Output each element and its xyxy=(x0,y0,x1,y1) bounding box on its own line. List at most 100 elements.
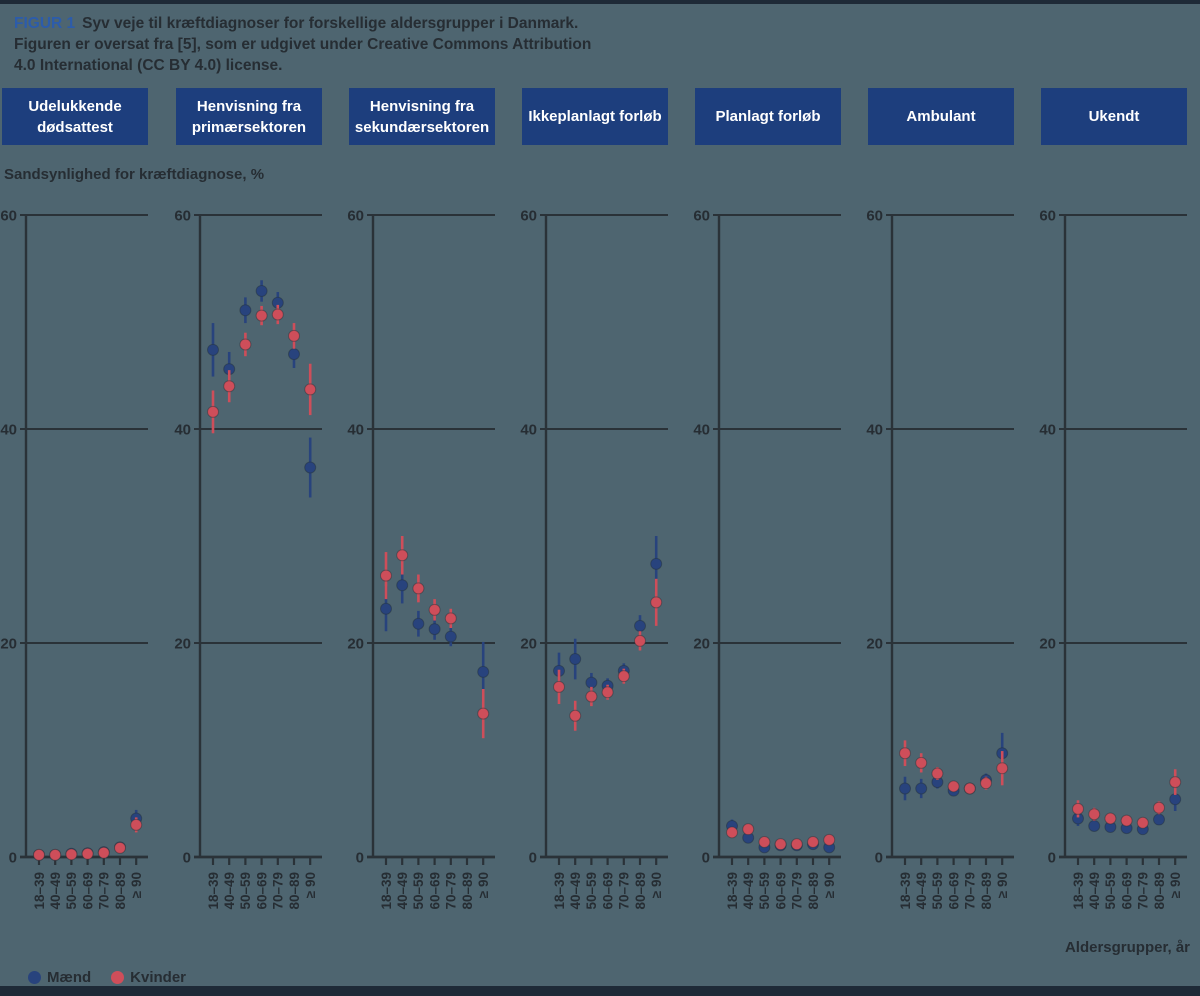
x-tick-label-18-39: 18–39 xyxy=(1071,872,1086,910)
point-m-nd-50-59 xyxy=(412,617,425,630)
point-kvinder-80-89 xyxy=(807,836,819,849)
y-tick-label-60: 60 xyxy=(520,208,537,225)
point-kvinder-70-79 xyxy=(271,308,284,321)
point-kvinder-40-49 xyxy=(49,848,62,861)
point-m-nd-18-39 xyxy=(380,602,392,615)
point-m-nd-18-39 xyxy=(899,782,911,795)
point-m-nd-70-79 xyxy=(444,630,457,643)
y-tick-label-0: 0 xyxy=(183,850,191,867)
point-kvinder-60-69 xyxy=(601,686,614,699)
point-kvinder-60-69 xyxy=(255,309,268,322)
panel-henvisning-fra-prim-rsektoren: 0 20 40 60 18–39 40–49 50–59 60–69 70–79 80–89 ≥ 9… xyxy=(174,208,322,910)
panel-title-ambulant: Ambulant xyxy=(868,88,1014,145)
x-tick-label-18-39: 18–39 xyxy=(898,872,913,910)
point-kvinder-80-89 xyxy=(1153,801,1165,814)
panel-planlagt-forl-b: 0 20 40 60 18–39 40–49 50–59 60–69 70–79 80–89 ≥ 9… xyxy=(693,208,841,910)
point-kvinder-60-69 xyxy=(774,838,787,851)
panel-udelukkende-d-dsattest: 0 20 40 60 18–39 40–49 50–59 60–69 70–79 80–89 ≥ 9… xyxy=(0,208,148,910)
x-tick-label-90: ≥ 90 xyxy=(303,872,318,898)
point-kvinder-80-89 xyxy=(114,841,126,854)
legend-label-maend: Mænd xyxy=(47,969,92,986)
x-tick-label-50-59: 50–59 xyxy=(238,872,253,910)
point-m-nd-40-49 xyxy=(569,653,582,666)
x-tick-label-40-49: 40–49 xyxy=(568,872,583,910)
y-tick-label-20: 20 xyxy=(520,636,537,653)
x-tick-label-50-59: 50–59 xyxy=(930,872,945,910)
point-kvinder-50-59 xyxy=(65,848,78,861)
x-tick-label-50-59: 50–59 xyxy=(757,872,772,910)
series-m-nd xyxy=(1072,787,1182,836)
point-kvinder-40-49 xyxy=(223,380,236,393)
panel-title-ikkeplanlagt-forl-b: Ikkeplanlagt forløb xyxy=(522,88,668,145)
point-m-nd-40-49 xyxy=(396,579,409,592)
point-kvinder-18-39 xyxy=(1072,802,1084,815)
panel-title-henvisning-fra-prim-rsektoren: Henvisning fra primærsektoren xyxy=(176,88,322,145)
x-tick-label-50-59: 50–59 xyxy=(64,872,79,910)
panel-ikkeplanlagt-forl-b: 0 20 40 60 18–39 40–49 50–59 60–69 70–79 80–89 ≥ 9… xyxy=(520,208,668,910)
y-tick-label-40: 40 xyxy=(0,422,17,439)
point-kvinder-90 xyxy=(650,596,663,609)
point-kvinder-60-69 xyxy=(428,603,441,616)
x-tick-label-18-39: 18–39 xyxy=(206,872,221,910)
point-kvinder-18-39 xyxy=(33,848,45,861)
x-tick-label-80-89: 80–89 xyxy=(287,872,302,910)
series-kvinder xyxy=(899,740,1009,795)
y-tick-label-40: 40 xyxy=(693,422,710,439)
y-tick-label-0: 0 xyxy=(356,850,364,867)
point-kvinder-40-49 xyxy=(1088,808,1101,821)
panel-title-henvisning-fra-sekund-rsektoren: Henvisning fra sekundærsektoren xyxy=(349,88,495,145)
y-axis-title: Sandsynlighed for kræftdiagnose, % xyxy=(4,166,265,183)
legend-label-kvinder: Kvinder xyxy=(130,969,187,986)
x-tick-label-18-39: 18–39 xyxy=(379,872,394,910)
x-tick-label-70-79: 70–79 xyxy=(617,872,632,910)
point-m-nd-80-89 xyxy=(1153,813,1165,826)
point-kvinder-80-89 xyxy=(634,634,646,647)
x-tick-label-90: ≥ 90 xyxy=(1168,872,1183,898)
x-tick-label-50-59: 50–59 xyxy=(584,872,599,910)
point-m-nd-90 xyxy=(477,665,490,678)
series-kvinder xyxy=(726,823,836,851)
legend-item-maend: Mænd xyxy=(28,969,91,986)
point-kvinder-70-79 xyxy=(963,782,976,795)
point-kvinder-50-59 xyxy=(585,690,598,703)
x-tick-label-80-89: 80–89 xyxy=(633,872,648,910)
point-m-nd-40-49 xyxy=(1088,819,1101,832)
y-tick-label-60: 60 xyxy=(1039,208,1056,225)
series-kvinder xyxy=(553,578,663,731)
point-kvinder-90 xyxy=(996,762,1009,775)
point-kvinder-70-79 xyxy=(1136,816,1149,829)
y-tick-label-60: 60 xyxy=(866,208,883,225)
panel-henvisning-fra-sekund-rsektoren: 0 20 40 60 18–39 40–49 50–59 60–69 70–79 80–89 ≥ 9… xyxy=(347,208,495,910)
y-tick-label-40: 40 xyxy=(866,422,883,439)
series-kvinder xyxy=(1072,769,1182,829)
x-tick-label-90: ≥ 90 xyxy=(649,872,664,898)
point-m-nd-80-89 xyxy=(288,348,300,361)
caption-line-1: FIGUR 1 Syv veje til kræftdiagnoser for f… xyxy=(14,13,591,34)
point-kvinder-70-79 xyxy=(617,670,630,683)
x-tick-label-40-49: 40–49 xyxy=(1087,872,1102,910)
x-tick-label-18-39: 18–39 xyxy=(32,872,47,910)
caption-text-2: Figuren er oversat fra [5], som er udgiv… xyxy=(14,36,592,53)
kvinder-dot-icon xyxy=(111,971,125,984)
series-kvinder xyxy=(380,536,490,739)
figure-label: FIGUR 1 xyxy=(14,15,76,32)
point-m-nd-50-59 xyxy=(585,676,598,689)
x-tick-label-60-69: 60–69 xyxy=(80,872,95,910)
y-tick-label-60: 60 xyxy=(693,208,710,225)
x-tick-label-90: ≥ 90 xyxy=(995,872,1010,898)
legend-item-kvinder: Kvinder xyxy=(111,969,186,986)
x-tick-label-60-69: 60–69 xyxy=(773,872,788,910)
point-m-nd-90 xyxy=(1169,793,1182,806)
panel-title-planlagt-forl-b: Planlagt forløb xyxy=(695,88,841,145)
top-border-bar xyxy=(0,0,1200,4)
y-tick-label-40: 40 xyxy=(520,422,537,439)
y-tick-label-40: 40 xyxy=(1039,422,1056,439)
point-kvinder-60-69 xyxy=(1120,814,1133,827)
point-kvinder-90 xyxy=(1169,776,1182,789)
y-tick-label-20: 20 xyxy=(866,636,883,653)
point-m-nd-60-69 xyxy=(428,623,441,636)
point-kvinder-40-49 xyxy=(742,823,755,836)
x-tick-label-80-89: 80–89 xyxy=(1152,872,1167,910)
x-tick-label-80-89: 80–89 xyxy=(806,872,821,910)
